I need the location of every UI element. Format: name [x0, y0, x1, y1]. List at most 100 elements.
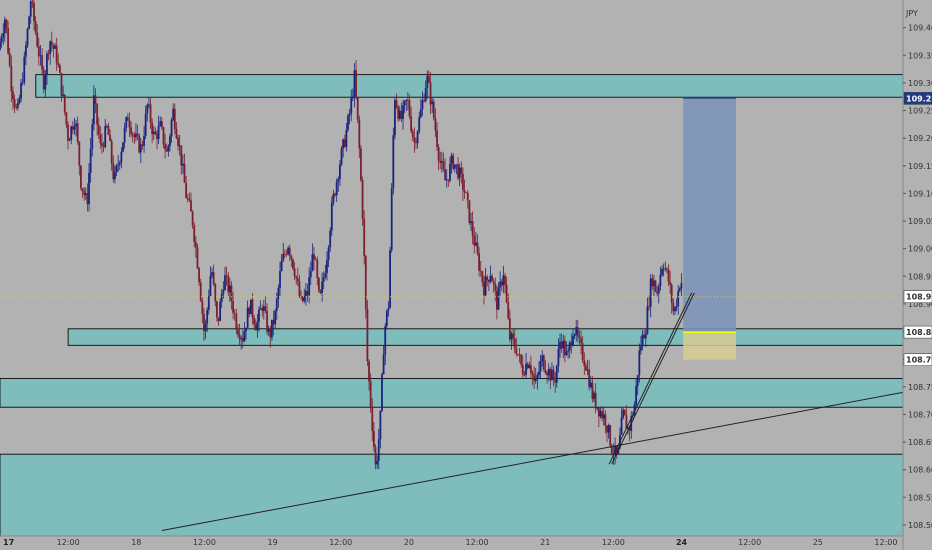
candle-body — [335, 181, 338, 196]
candle-body — [513, 338, 516, 348]
trendlines[interactable] — [161, 292, 904, 531]
candle-body — [49, 41, 52, 54]
candle-body — [418, 117, 421, 132]
candle-body — [264, 306, 267, 311]
candle-body — [670, 284, 673, 303]
candle-body — [76, 123, 79, 142]
candle-body — [18, 98, 21, 104]
candle-body — [567, 350, 570, 352]
candle-body — [196, 247, 199, 269]
candle-body — [360, 148, 362, 181]
candle-body — [107, 126, 110, 135]
price-badge — [903, 290, 932, 303]
candle-body — [46, 53, 48, 75]
candle-body — [141, 144, 144, 146]
candle-body — [70, 126, 73, 140]
candle-body — [415, 142, 417, 144]
zone-3 — [0, 378, 904, 408]
candle-body — [486, 276, 489, 281]
candle-body — [397, 107, 400, 119]
candle-body — [0, 38, 3, 43]
price-badge-label: 108.799 — [906, 356, 932, 365]
stop-zone[interactable] — [683, 332, 737, 360]
candle-body — [34, 21, 37, 33]
candle-body — [612, 453, 615, 455]
long-position-tool[interactable] — [683, 97, 737, 360]
candle-body — [193, 225, 196, 242]
candle-body — [581, 343, 584, 361]
candle-body — [594, 392, 597, 409]
candle-body — [214, 284, 217, 302]
candle-body — [471, 221, 474, 237]
candle-body — [536, 374, 539, 379]
candle-body — [517, 354, 519, 355]
candle-body — [677, 290, 680, 307]
candle-body — [661, 269, 663, 275]
candle-body — [39, 55, 42, 57]
candle-body — [237, 329, 239, 335]
time-tick-label: 20 — [404, 538, 414, 547]
time-tick-label: 25 — [813, 538, 823, 547]
candle-body — [125, 117, 128, 128]
candle-body — [261, 308, 264, 311]
candle-body — [526, 363, 529, 369]
candle-body — [186, 197, 189, 200]
candle-body — [28, 16, 31, 29]
candle-body — [476, 242, 479, 254]
candle-body — [597, 407, 600, 417]
candle-body — [118, 162, 121, 165]
candle-body — [546, 373, 548, 376]
price-tick-label: 108.750 — [908, 383, 932, 392]
candle-body — [267, 329, 270, 332]
candle-body — [21, 82, 24, 84]
candle-body — [508, 318, 511, 340]
candle-body — [372, 431, 375, 447]
candle-body — [678, 288, 681, 291]
candle-body — [421, 100, 424, 110]
candle-body — [309, 271, 312, 278]
candle-body — [50, 41, 53, 46]
candle-body — [130, 127, 133, 135]
price-axis[interactable]: JPY 109.400 109.350 109.300 109.250 109.200 1… — [902, 0, 932, 550]
candle-body — [280, 260, 283, 272]
candle-body — [144, 113, 147, 136]
candle-body — [429, 82, 432, 105]
candle-body — [447, 179, 450, 181]
candle-body — [602, 414, 605, 419]
target-zone[interactable] — [683, 98, 737, 333]
candle-body — [408, 100, 411, 117]
candle-body — [607, 425, 610, 433]
candle-body — [139, 144, 142, 153]
candle-body — [635, 385, 638, 405]
candle-body — [54, 45, 56, 49]
candle-body — [52, 45, 55, 49]
candle-body — [97, 124, 100, 135]
candle-body — [188, 199, 191, 201]
candle-body — [502, 275, 505, 286]
candle-body — [494, 283, 497, 291]
candle-body — [3, 19, 6, 34]
candle-body — [402, 105, 404, 119]
candle-body — [104, 126, 107, 147]
candle-body — [487, 280, 490, 283]
candle-body — [136, 133, 139, 136]
candle-body — [672, 302, 675, 312]
trendline-2[interactable] — [608, 292, 693, 465]
candle-body — [529, 365, 532, 373]
price-tick-label: 109.400 — [908, 24, 932, 33]
trendline-1[interactable] — [161, 391, 904, 531]
candle-body — [481, 271, 484, 283]
candle-body — [198, 268, 200, 283]
candle-body — [201, 300, 204, 314]
candle-body — [405, 99, 408, 102]
time-axis[interactable]: 17 12:00 18 12:00 19 12:00 20 12:00 21 12:00 24 12:… — [0, 535, 903, 547]
time-tick-label: 12:00 — [738, 538, 761, 547]
candle-body — [575, 327, 578, 335]
candle-body — [525, 363, 527, 375]
trendline-3[interactable] — [611, 292, 695, 465]
candle-body — [483, 282, 485, 296]
price-tick-label: 108.550 — [908, 493, 932, 502]
candle-body — [57, 63, 60, 66]
